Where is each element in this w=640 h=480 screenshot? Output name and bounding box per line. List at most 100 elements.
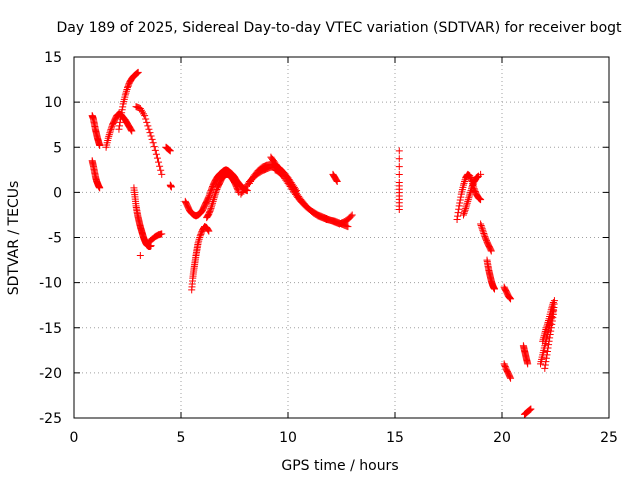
data-point <box>541 364 549 372</box>
data-point <box>395 206 403 214</box>
data-point <box>123 85 131 93</box>
data-point <box>248 176 256 184</box>
data-point <box>466 188 474 196</box>
plot-frame <box>73 56 610 419</box>
data-point <box>456 196 464 204</box>
data-point <box>143 118 151 126</box>
data-point <box>158 170 166 178</box>
data-point <box>542 354 550 362</box>
data-point <box>462 205 470 213</box>
data-point <box>247 178 255 186</box>
data-point <box>211 192 219 200</box>
data-point <box>548 304 556 312</box>
data-point <box>212 189 220 197</box>
y-tick-label: 15 <box>44 50 62 66</box>
data-point <box>153 154 161 162</box>
data-point <box>209 197 217 205</box>
data-point <box>487 246 495 254</box>
y-tick-label: 5 <box>53 140 62 156</box>
data-point <box>454 209 462 217</box>
data-point <box>506 373 514 381</box>
series-arc-11 <box>188 223 213 294</box>
data-point <box>542 326 550 334</box>
y-tick-label: -10 <box>39 276 62 292</box>
data-point <box>156 162 164 170</box>
series-arc-27 <box>520 405 535 418</box>
data-point <box>146 129 154 137</box>
data-point <box>106 129 114 137</box>
y-tick-label: -5 <box>48 231 62 247</box>
data-point <box>461 208 469 216</box>
data-point <box>128 127 136 135</box>
data-point <box>144 122 152 130</box>
axis-ticks: 0 5 10 15 20 25 15 10 5 0 -5 -10 -15 -20 -25 <box>39 50 618 446</box>
data-point <box>461 206 469 214</box>
data-point <box>210 194 218 202</box>
data-point <box>194 239 202 247</box>
data-point <box>204 225 212 233</box>
series-arc-24 <box>500 283 515 303</box>
data-points <box>88 68 558 418</box>
grid-lines <box>74 57 609 418</box>
data-point <box>127 125 135 133</box>
data-point <box>459 211 467 219</box>
series-arc-21 <box>477 220 495 255</box>
series-arc-25 <box>500 360 515 382</box>
data-point <box>463 201 471 209</box>
data-point <box>544 318 552 326</box>
data-point <box>547 306 555 314</box>
data-point <box>543 320 551 328</box>
y-tick-label: -20 <box>39 366 62 382</box>
data-point <box>157 166 165 174</box>
data-point <box>464 196 472 204</box>
data-point <box>477 222 485 230</box>
data-point <box>480 229 488 237</box>
data-point <box>151 146 159 154</box>
data-point <box>543 347 551 355</box>
data-point <box>460 179 468 187</box>
data-point <box>195 237 203 245</box>
data-point <box>542 358 550 366</box>
data-point <box>542 324 550 332</box>
data-point <box>141 112 149 120</box>
data-point <box>245 179 253 187</box>
series-arc-12 <box>203 170 243 222</box>
data-point <box>505 294 513 302</box>
data-point <box>487 247 495 255</box>
data-point <box>459 181 467 189</box>
data-point <box>395 171 403 179</box>
series-arc-1a <box>88 157 104 192</box>
data-point <box>196 234 204 241</box>
data-point <box>105 131 113 139</box>
series-arc-16 <box>267 153 285 176</box>
chart-title: Day 189 of 2025, Sidereal Day-to-day VTE… <box>56 20 622 36</box>
data-point <box>543 351 551 359</box>
data-point <box>545 317 553 325</box>
series-arc-15 <box>271 166 356 228</box>
y-tick-label: 10 <box>44 95 62 111</box>
data-point <box>121 91 129 99</box>
x-tick-label: 5 <box>177 430 186 446</box>
data-point <box>166 147 174 155</box>
data-point <box>479 226 487 234</box>
data-point <box>545 337 553 345</box>
data-point <box>395 155 403 163</box>
series-arc-7 <box>162 143 174 155</box>
data-point <box>115 125 123 133</box>
data-point <box>453 215 461 223</box>
data-point <box>348 211 356 219</box>
data-point <box>276 166 284 174</box>
data-point <box>119 103 127 111</box>
data-point <box>462 203 470 211</box>
data-point <box>207 203 215 211</box>
data-point <box>204 226 212 234</box>
data-point <box>478 225 486 233</box>
data-point <box>344 223 352 231</box>
series-arc-30 <box>539 298 557 345</box>
series-arc-6 <box>145 230 166 246</box>
data-point <box>204 212 212 220</box>
data-point <box>395 163 403 171</box>
series-arc-8 <box>166 181 175 191</box>
data-point <box>456 199 464 207</box>
y-tick-label: 0 <box>53 185 62 201</box>
